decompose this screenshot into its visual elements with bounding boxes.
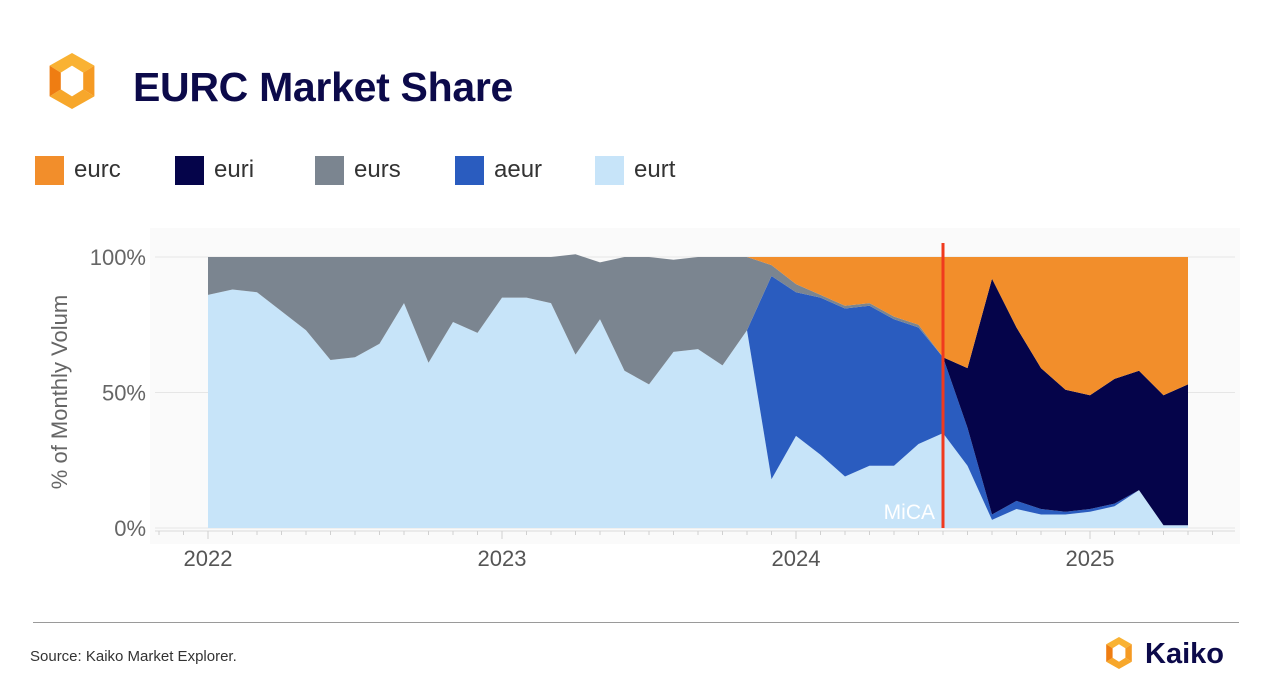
source-note: Source: Kaiko Market Explorer. bbox=[30, 648, 237, 665]
area-eurs bbox=[208, 254, 1188, 396]
y-axis: 0% 50% 100% bbox=[90, 245, 146, 541]
legend-label-eurc: eurc bbox=[74, 156, 121, 183]
legend-item-eurt: eurt bbox=[595, 155, 675, 185]
area-series bbox=[208, 254, 1188, 528]
x-tick-label: 2024 bbox=[772, 546, 821, 571]
footer-divider bbox=[33, 622, 1239, 623]
chart-title: EURC Market Share bbox=[133, 64, 513, 110]
x-tick-label: 2022 bbox=[184, 546, 233, 571]
legend-label-eurs: eurs bbox=[354, 156, 401, 183]
area-euri bbox=[208, 276, 1188, 526]
legend-swatch-euri bbox=[175, 155, 204, 185]
y-axis-label: % of Monthly Volum bbox=[47, 295, 72, 489]
legend-item-eurs: eurs bbox=[315, 155, 401, 185]
x-tick-label: 2023 bbox=[478, 546, 527, 571]
mica-annotation: MiCA bbox=[884, 243, 945, 528]
legend-label-euri: euri bbox=[214, 156, 255, 183]
kaiko-logo-icon bbox=[1106, 637, 1132, 669]
legend-item-eurc: eurc bbox=[35, 155, 121, 185]
legend-swatch-eurs bbox=[315, 155, 344, 185]
legend-item-euri: euri bbox=[175, 155, 254, 185]
legend-swatch-eurc bbox=[35, 155, 64, 185]
legend-label-eurt: eurt bbox=[634, 156, 676, 183]
kaiko-wordmark: Kaiko bbox=[1106, 637, 1224, 670]
mica-label: MiCA bbox=[884, 501, 935, 524]
legend-swatch-aeur bbox=[455, 155, 484, 185]
y-tick-label: 50% bbox=[102, 381, 146, 406]
legend-label-aeur: aeur bbox=[494, 156, 543, 183]
y-tick-label: 100% bbox=[90, 245, 146, 270]
y-tick-label: 0% bbox=[114, 516, 146, 541]
kaiko-logo-icon bbox=[49, 53, 95, 109]
stacked-area-chart: 2022 2023 2024 2025 0% 50% 100% % of Monthly … bbox=[47, 243, 1235, 571]
x-axis: 2022 2023 2024 2025 bbox=[155, 530, 1235, 571]
x-tick-label: 2025 bbox=[1066, 546, 1115, 571]
legend-swatch-eurt bbox=[595, 155, 624, 185]
brand-name: Kaiko bbox=[1145, 638, 1224, 670]
legend-item-aeur: aeur bbox=[455, 155, 542, 185]
